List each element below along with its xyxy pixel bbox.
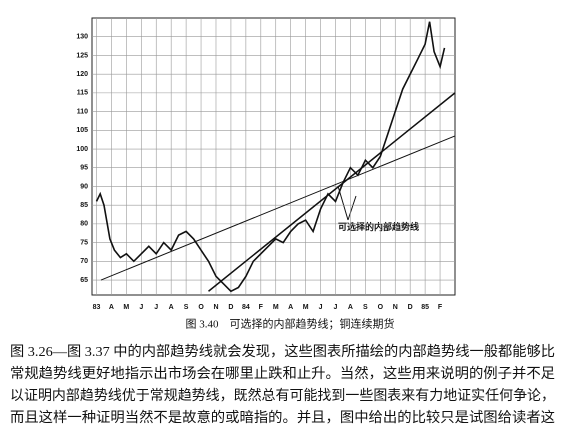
y-tick-label: 115 — [77, 90, 88, 97]
y-tick-label: 130 — [76, 34, 88, 41]
grid — [92, 18, 455, 295]
x-tick-label: J — [334, 304, 338, 311]
figure-caption: 图 3.40 可选择的内部趋势线；铜连续期货 — [186, 317, 395, 331]
x-tick-label: J — [139, 304, 143, 311]
y-tick-label: 70 — [80, 258, 88, 265]
y-tick-label: 80 — [80, 221, 88, 228]
annotation-arrows — [337, 185, 357, 221]
x-tick-label: F — [438, 304, 443, 311]
body-line: 而且这样一种证明当然不是故意的或暗指的。并且，图中给出的比较只是试图给读者这 — [10, 409, 555, 426]
x-tick-label: S — [363, 304, 368, 311]
x-tick-label: N — [393, 304, 398, 311]
y-tick-label: 100 — [76, 146, 88, 153]
body-text: 图 3.26—图 3.37 中的内部趋势线就会发现，这些图表所描绘的内部趋势线一… — [10, 343, 555, 426]
y-tick-label: 110 — [77, 108, 88, 115]
trendline — [208, 92, 456, 292]
price-line — [95, 21, 446, 293]
x-tick-label: A — [288, 304, 293, 311]
body-line: 图 3.26—图 3.37 中的内部趋势线就会发现，这些图表所描绘的内部趋势线一… — [10, 343, 555, 360]
body-line: 以证明内部趋势线优于常规趋势线，既然总有可能找到一些图表来有力地证实任何争论， — [10, 387, 555, 404]
x-tick-label: D — [408, 304, 413, 311]
plot-frame — [91, 17, 456, 296]
y-tick-label: 120 — [76, 71, 88, 78]
x-tick-label: 84 — [242, 304, 250, 311]
x-tick-label: D — [228, 304, 233, 311]
x-tick-label: F — [259, 304, 264, 311]
x-tick-label: M — [303, 304, 309, 311]
y-tick-label: 85 — [80, 202, 88, 209]
x-tick-label: O — [198, 304, 204, 311]
y-tick-label: 65 — [80, 277, 88, 284]
x-tick-label: A — [169, 304, 174, 311]
x-tick-label: 85 — [421, 304, 429, 311]
y-tick-label: 75 — [80, 239, 88, 246]
x-tick-label: A — [109, 304, 114, 311]
x-tick-label: S — [184, 304, 189, 311]
x-tick-label: O — [378, 304, 384, 311]
y-tick-label: 95 — [80, 165, 88, 172]
y-tick-label: 125 — [76, 52, 88, 59]
x-tick-label: M — [273, 304, 279, 311]
trendline — [100, 135, 456, 281]
y-tick-label: 90 — [80, 183, 88, 190]
annotation: 可选择的内部趋势线 — [338, 221, 419, 232]
x-tick-label: 83 — [93, 304, 101, 311]
y-tick-label: 105 — [76, 127, 88, 134]
x-tick-label: M — [123, 304, 129, 311]
x-tick-label: J — [154, 304, 158, 311]
x-tick-label: A — [348, 304, 353, 311]
x-tick-label: N — [213, 304, 218, 311]
x-tick-label: J — [319, 304, 323, 311]
body-line: 常规趋势线更好地指示出市场会在哪里止跌和止升。当然，这些用来说明的例子并不足 — [10, 365, 555, 382]
